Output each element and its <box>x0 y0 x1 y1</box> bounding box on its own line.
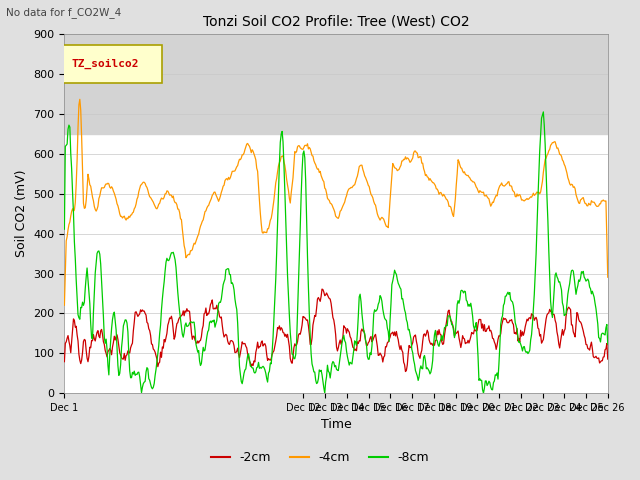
Title: Tonzi Soil CO2 Profile: Tree (West) CO2: Tonzi Soil CO2 Profile: Tree (West) CO2 <box>203 15 469 29</box>
Text: No data for f_CO2W_4: No data for f_CO2W_4 <box>6 7 122 18</box>
Y-axis label: Soil CO2 (mV): Soil CO2 (mV) <box>15 170 28 257</box>
Bar <box>65 35 608 134</box>
Legend: -2cm, -4cm, -8cm: -2cm, -4cm, -8cm <box>206 446 434 469</box>
FancyBboxPatch shape <box>61 45 162 83</box>
X-axis label: Time: Time <box>321 419 351 432</box>
Text: TZ_soilco2: TZ_soilco2 <box>72 59 139 69</box>
